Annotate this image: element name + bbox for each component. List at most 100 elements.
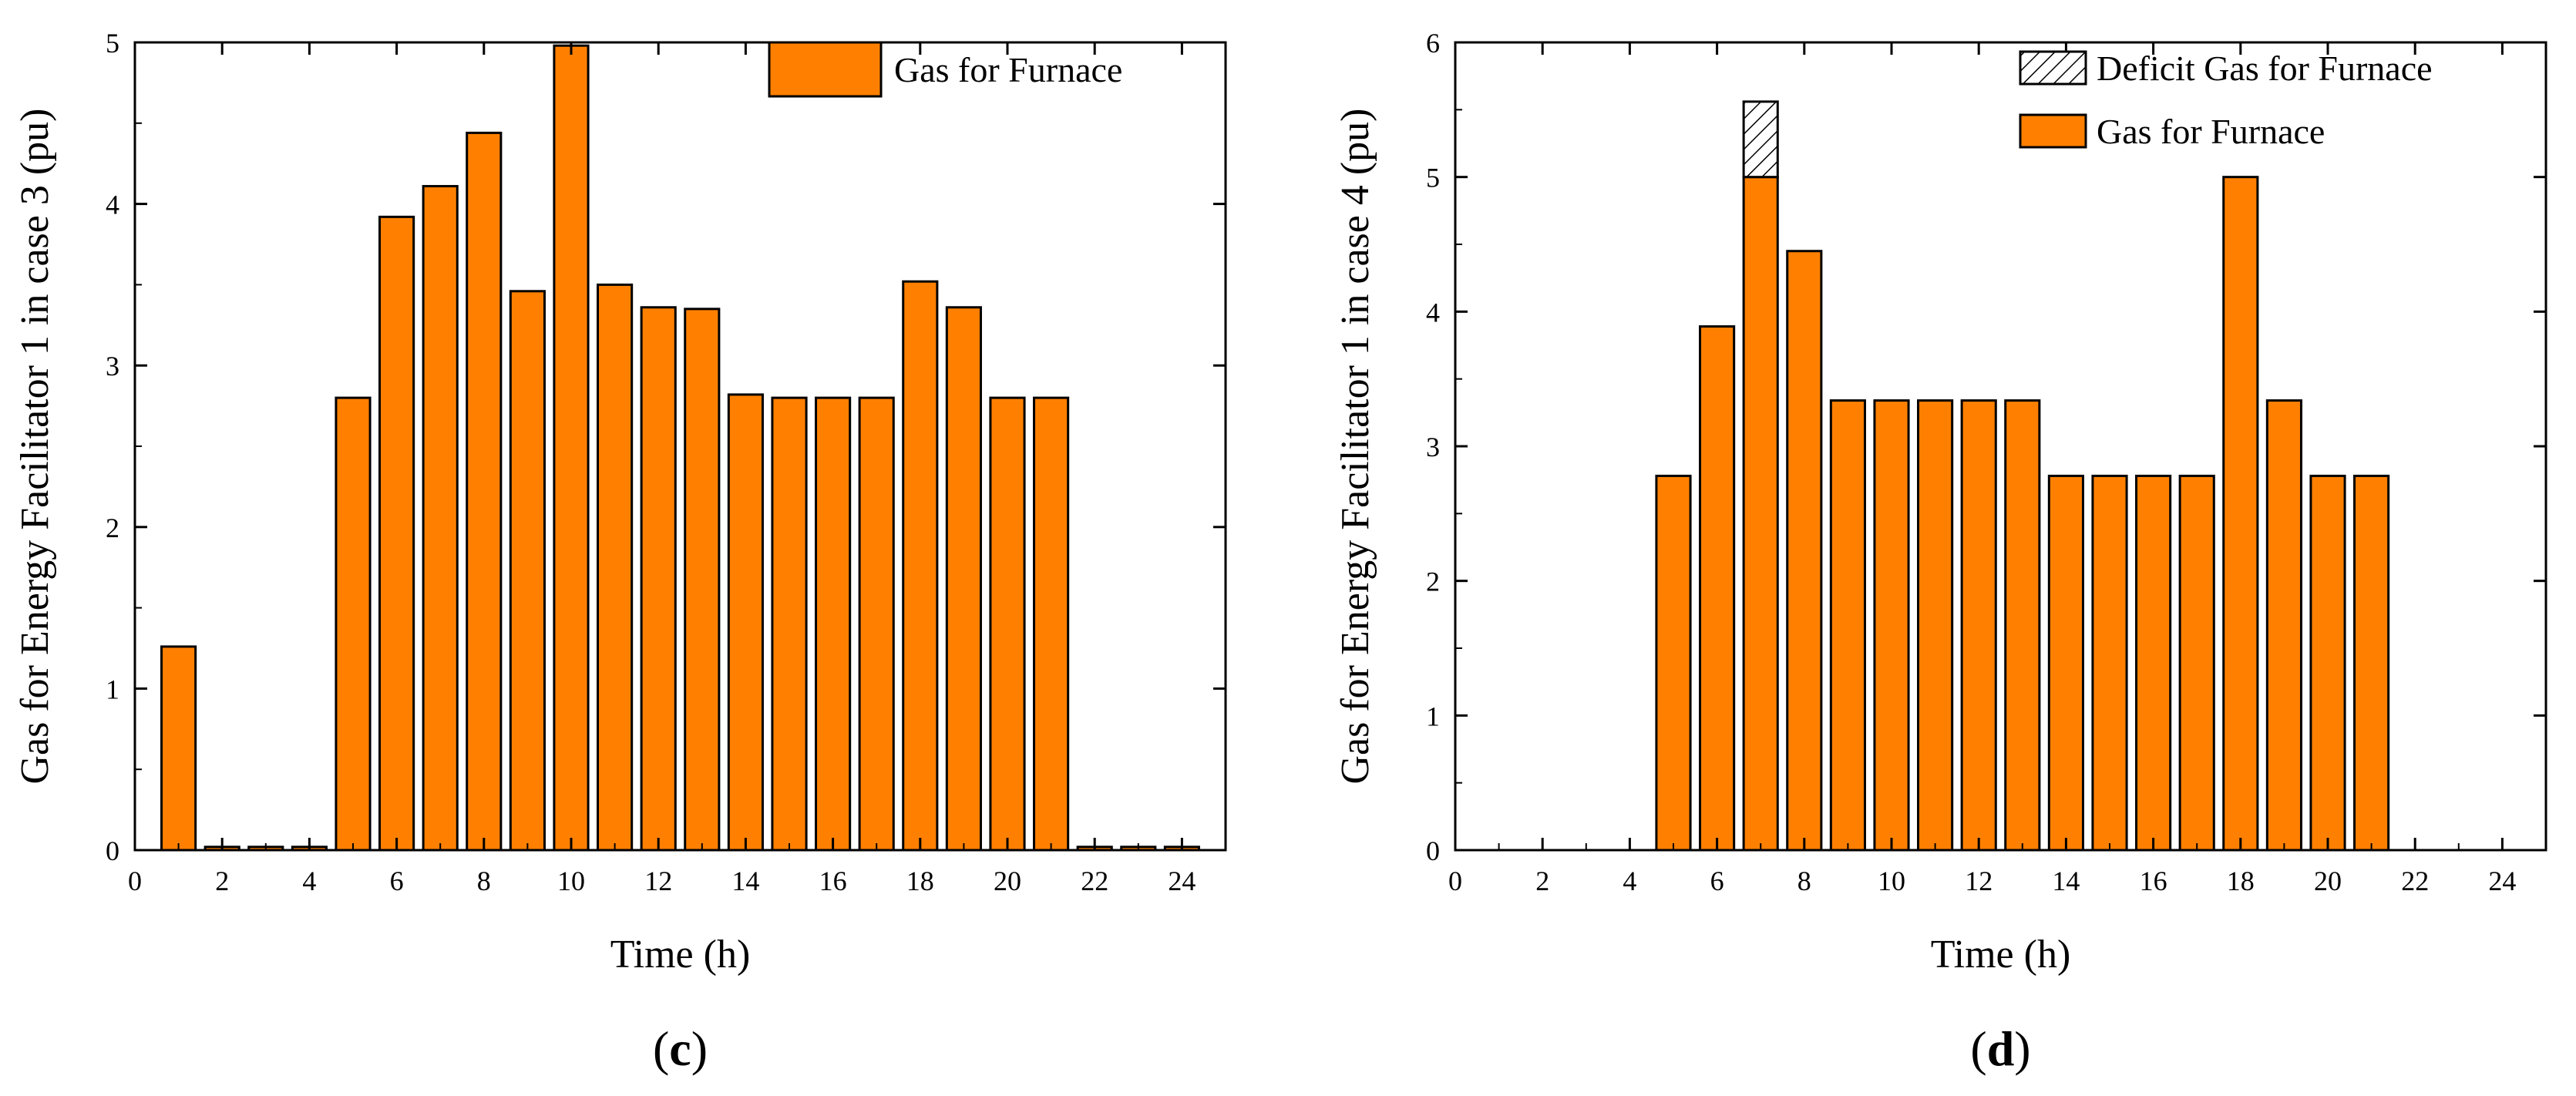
- x-tick-label: 4: [1623, 866, 1636, 896]
- bar-gas-for-furnace: [1655, 474, 1692, 852]
- legend-label: Deficit Gas for Furnace: [2097, 49, 2433, 88]
- x-tick-label: 24: [1168, 866, 1196, 896]
- x-tick-label: 18: [2227, 866, 2255, 896]
- y-tick-label: 4: [106, 190, 119, 220]
- bar-gas-for-furnace: [2047, 474, 2084, 852]
- bar-gas-for-furnace: [2178, 474, 2215, 852]
- y-axis-title: Gas for Energy Facilitator 1 in case 3 (…: [13, 109, 57, 785]
- x-tick-label: 10: [1878, 866, 1905, 896]
- bar-gas-for-furnace: [684, 308, 721, 852]
- legend-swatch-gas: [768, 41, 883, 98]
- x-tick-label: 12: [644, 866, 672, 896]
- x-tick-label: 20: [2314, 866, 2342, 896]
- x-tick-label: 8: [477, 866, 491, 896]
- bar-gas-for-furnace: [466, 131, 503, 852]
- bar-gas-for-furnace: [1829, 399, 1866, 852]
- panel-label: (d): [1970, 1021, 2030, 1076]
- panel-label-close: ): [2014, 1021, 2030, 1076]
- bar-gas-for-furnace: [2222, 176, 2259, 852]
- x-tick-label: 18: [906, 866, 934, 896]
- x-tick-label: 14: [731, 866, 759, 896]
- y-tick-label: 1: [106, 674, 119, 704]
- bar-gas-for-furnace: [815, 396, 852, 852]
- legend-label: Gas for Furnace: [2097, 112, 2325, 151]
- bar-gas-for-furnace: [1699, 325, 1736, 852]
- bar-gas-for-furnace: [597, 283, 634, 852]
- bar-gas-for-furnace: [902, 280, 939, 852]
- legend: Deficit Gas for Furnace Gas for Furnace: [2019, 49, 2433, 151]
- bars: [160, 44, 1200, 852]
- bar-gas-for-furnace: [771, 396, 808, 852]
- y-tick-label: 0: [106, 835, 119, 866]
- y-tick-label: 0: [1426, 835, 1440, 866]
- y-tick-label: 2: [1426, 566, 1440, 597]
- x-tick-label: 22: [2401, 866, 2429, 896]
- x-tick-label: 6: [390, 866, 404, 896]
- x-tick-label: 16: [819, 866, 847, 896]
- x-tick-label: 4: [302, 866, 316, 896]
- x-tick-label: 22: [1081, 866, 1108, 896]
- y-tick-label: 5: [1426, 163, 1440, 193]
- bar-gas-for-furnace: [335, 396, 372, 852]
- x-tick-label: 0: [1448, 866, 1462, 896]
- y-tick-label: 1: [1426, 701, 1440, 731]
- x-tick-label: 14: [2052, 866, 2080, 896]
- bar-gas-for-furnace: [2004, 399, 2041, 852]
- bar-gas-for-furnace: [640, 306, 677, 852]
- x-axis-title: Time (h): [1931, 933, 2071, 977]
- bar-gas-for-furnace: [422, 185, 459, 852]
- bar-gas-for-furnace: [989, 396, 1026, 852]
- bar-gas-for-furnace: [509, 290, 546, 852]
- panel-label: (c): [653, 1021, 708, 1076]
- legend: Gas for Furnace: [768, 41, 1122, 98]
- legend-swatch-gas: [2019, 113, 2087, 149]
- x-tick-label: 6: [1710, 866, 1724, 896]
- x-tick-label: 12: [1965, 866, 1993, 896]
- y-tick-label: 6: [1426, 28, 1440, 59]
- y-tick-label: 4: [1426, 297, 1440, 328]
- x-tick-label: 24: [2488, 866, 2516, 896]
- bar-gas-for-furnace: [945, 306, 982, 852]
- y-tick-label: 3: [1426, 432, 1440, 462]
- y-tick-label: 3: [106, 351, 119, 382]
- bar-gas-for-furnace: [1033, 396, 1070, 852]
- panel-label-open: (: [1970, 1021, 1986, 1076]
- bar-gas-for-furnace: [2309, 474, 2346, 852]
- x-tick-label: 0: [128, 866, 142, 896]
- bar-gas-for-furnace: [2265, 399, 2302, 852]
- bar-gas-for-furnace: [1960, 399, 1997, 852]
- bar-gas-for-furnace: [553, 44, 590, 852]
- x-tick-label: 20: [994, 866, 1021, 896]
- bar-gas-for-furnace: [2135, 474, 2172, 852]
- panel-label-letter: c: [669, 1021, 691, 1076]
- bar-gas-for-furnace: [160, 645, 197, 852]
- bar-gas-for-furnace: [2091, 474, 2128, 852]
- panel-label-close: ): [691, 1021, 708, 1076]
- bar-gas-for-furnace: [1742, 176, 1779, 852]
- y-axis-title: Gas for Energy Facilitator 1 in case 4 (…: [1333, 109, 1377, 785]
- panel-label-open: (: [653, 1021, 669, 1076]
- bar-gas-for-furnace: [1873, 399, 1910, 852]
- bar-deficit-gas-for-furnace: [1742, 100, 1779, 179]
- y-tick-label: 5: [106, 28, 119, 59]
- legend-swatch-deficit: [2019, 50, 2087, 86]
- x-tick-label: 10: [557, 866, 585, 896]
- x-axis-title: Time (h): [610, 933, 751, 977]
- bar-gas-for-furnace: [1786, 250, 1823, 852]
- panel-label-letter: d: [1987, 1021, 2015, 1076]
- x-tick-label: 16: [2140, 866, 2167, 896]
- x-tick-label: 2: [215, 866, 229, 896]
- bar-gas-for-furnace: [2353, 474, 2390, 852]
- x-tick-label: 2: [1535, 866, 1549, 896]
- legend-label: Gas for Furnace: [894, 50, 1122, 89]
- bar-gas-for-furnace: [858, 396, 895, 852]
- bar-gas-for-furnace: [727, 393, 764, 852]
- bars: [1655, 100, 2390, 852]
- x-tick-label: 8: [1797, 866, 1811, 896]
- bar-gas-for-furnace: [1917, 399, 1954, 852]
- y-tick-label: 2: [106, 513, 119, 543]
- bar-gas-for-furnace: [378, 215, 415, 852]
